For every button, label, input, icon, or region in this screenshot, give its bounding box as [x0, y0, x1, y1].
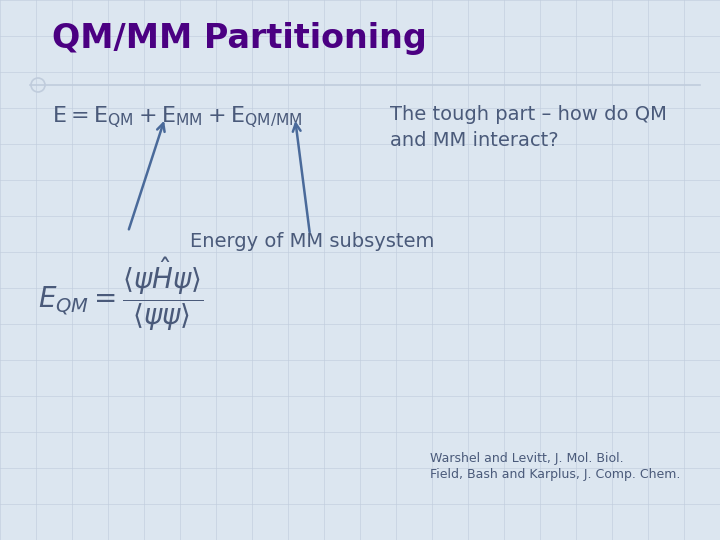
Text: QM/MM Partitioning: QM/MM Partitioning — [52, 22, 427, 55]
Text: Energy of MM subsystem: Energy of MM subsystem — [190, 232, 434, 251]
Text: $E_{QM} = \dfrac{\langle \psi \hat{H} \psi \rangle}{\langle \psi \psi \rangle}$: $E_{QM} = \dfrac{\langle \psi \hat{H} \p… — [38, 255, 204, 333]
Text: Warshel and Levitt, J. Mol. Biol.: Warshel and Levitt, J. Mol. Biol. — [430, 452, 624, 465]
Text: Field, Bash and Karplus, J. Comp. Chem.: Field, Bash and Karplus, J. Comp. Chem. — [430, 468, 680, 481]
Text: $\mathrm{E = E_{QM} + E_{MM} + E_{QM/MM}}$: $\mathrm{E = E_{QM} + E_{MM} + E_{QM/MM}… — [52, 105, 303, 131]
Text: The tough part – how do QM
and MM interact?: The tough part – how do QM and MM intera… — [390, 105, 667, 151]
